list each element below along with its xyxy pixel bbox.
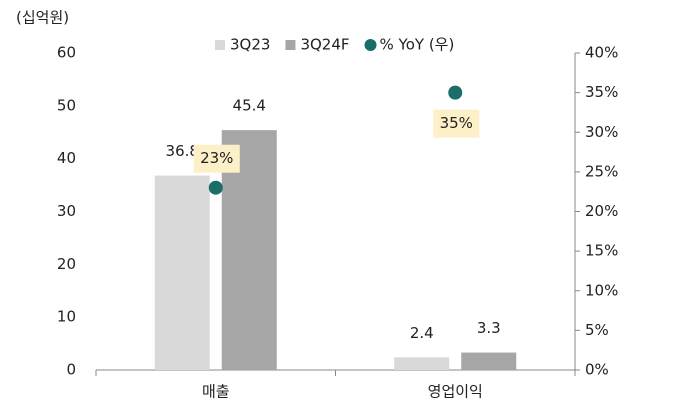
- label-box: [193, 144, 240, 173]
- y2-tick-label: 25%: [585, 162, 618, 180]
- bar-value-label: 45.4: [233, 97, 266, 115]
- y2-tick-label: 0%: [585, 361, 609, 379]
- legend-label: % YoY (우): [380, 36, 455, 54]
- y-tick-label: 20: [57, 255, 76, 273]
- legend-label: 3Q23: [230, 36, 270, 54]
- y2-tick-label: 30%: [585, 123, 618, 141]
- bar: [394, 357, 450, 370]
- legend-marker: [285, 40, 296, 50]
- yoy-value-label: 35%: [440, 114, 473, 132]
- label-box: [433, 109, 480, 138]
- y-tick-label: 40: [57, 149, 76, 167]
- y-unit: (십억원): [16, 9, 69, 27]
- y2-tick-label: 10%: [585, 281, 618, 299]
- legend-label: 3Q24F: [300, 36, 349, 54]
- y2-tick-label: 5%: [585, 321, 609, 339]
- y-tick-label: 0: [66, 361, 76, 379]
- y2-tick-label: 35%: [585, 83, 618, 101]
- bar-value-label: 36.8: [166, 142, 199, 160]
- x-tick-label: 영업이익: [428, 383, 483, 401]
- x-tick-label: 매출: [202, 383, 230, 401]
- y-tick-label: 50: [57, 96, 76, 114]
- yoy-value-label: 23%: [200, 149, 233, 167]
- bar-value-label: 2.4: [410, 324, 434, 342]
- y-tick-label: 10: [57, 308, 76, 326]
- legend-marker: [215, 40, 225, 50]
- y2-tick-label: 20%: [585, 202, 618, 220]
- y2-tick-label: 15%: [585, 242, 618, 260]
- bar: [154, 175, 210, 370]
- bar: [461, 352, 517, 370]
- y-tick-label: 60: [57, 44, 76, 62]
- y2-tick-label: 40%: [585, 44, 618, 62]
- yoy-point: [208, 180, 223, 195]
- legend-marker: [364, 39, 377, 51]
- y-tick-label: 30: [57, 202, 76, 220]
- bar-value-label: 3.3: [477, 319, 501, 337]
- yoy-point: [448, 85, 463, 100]
